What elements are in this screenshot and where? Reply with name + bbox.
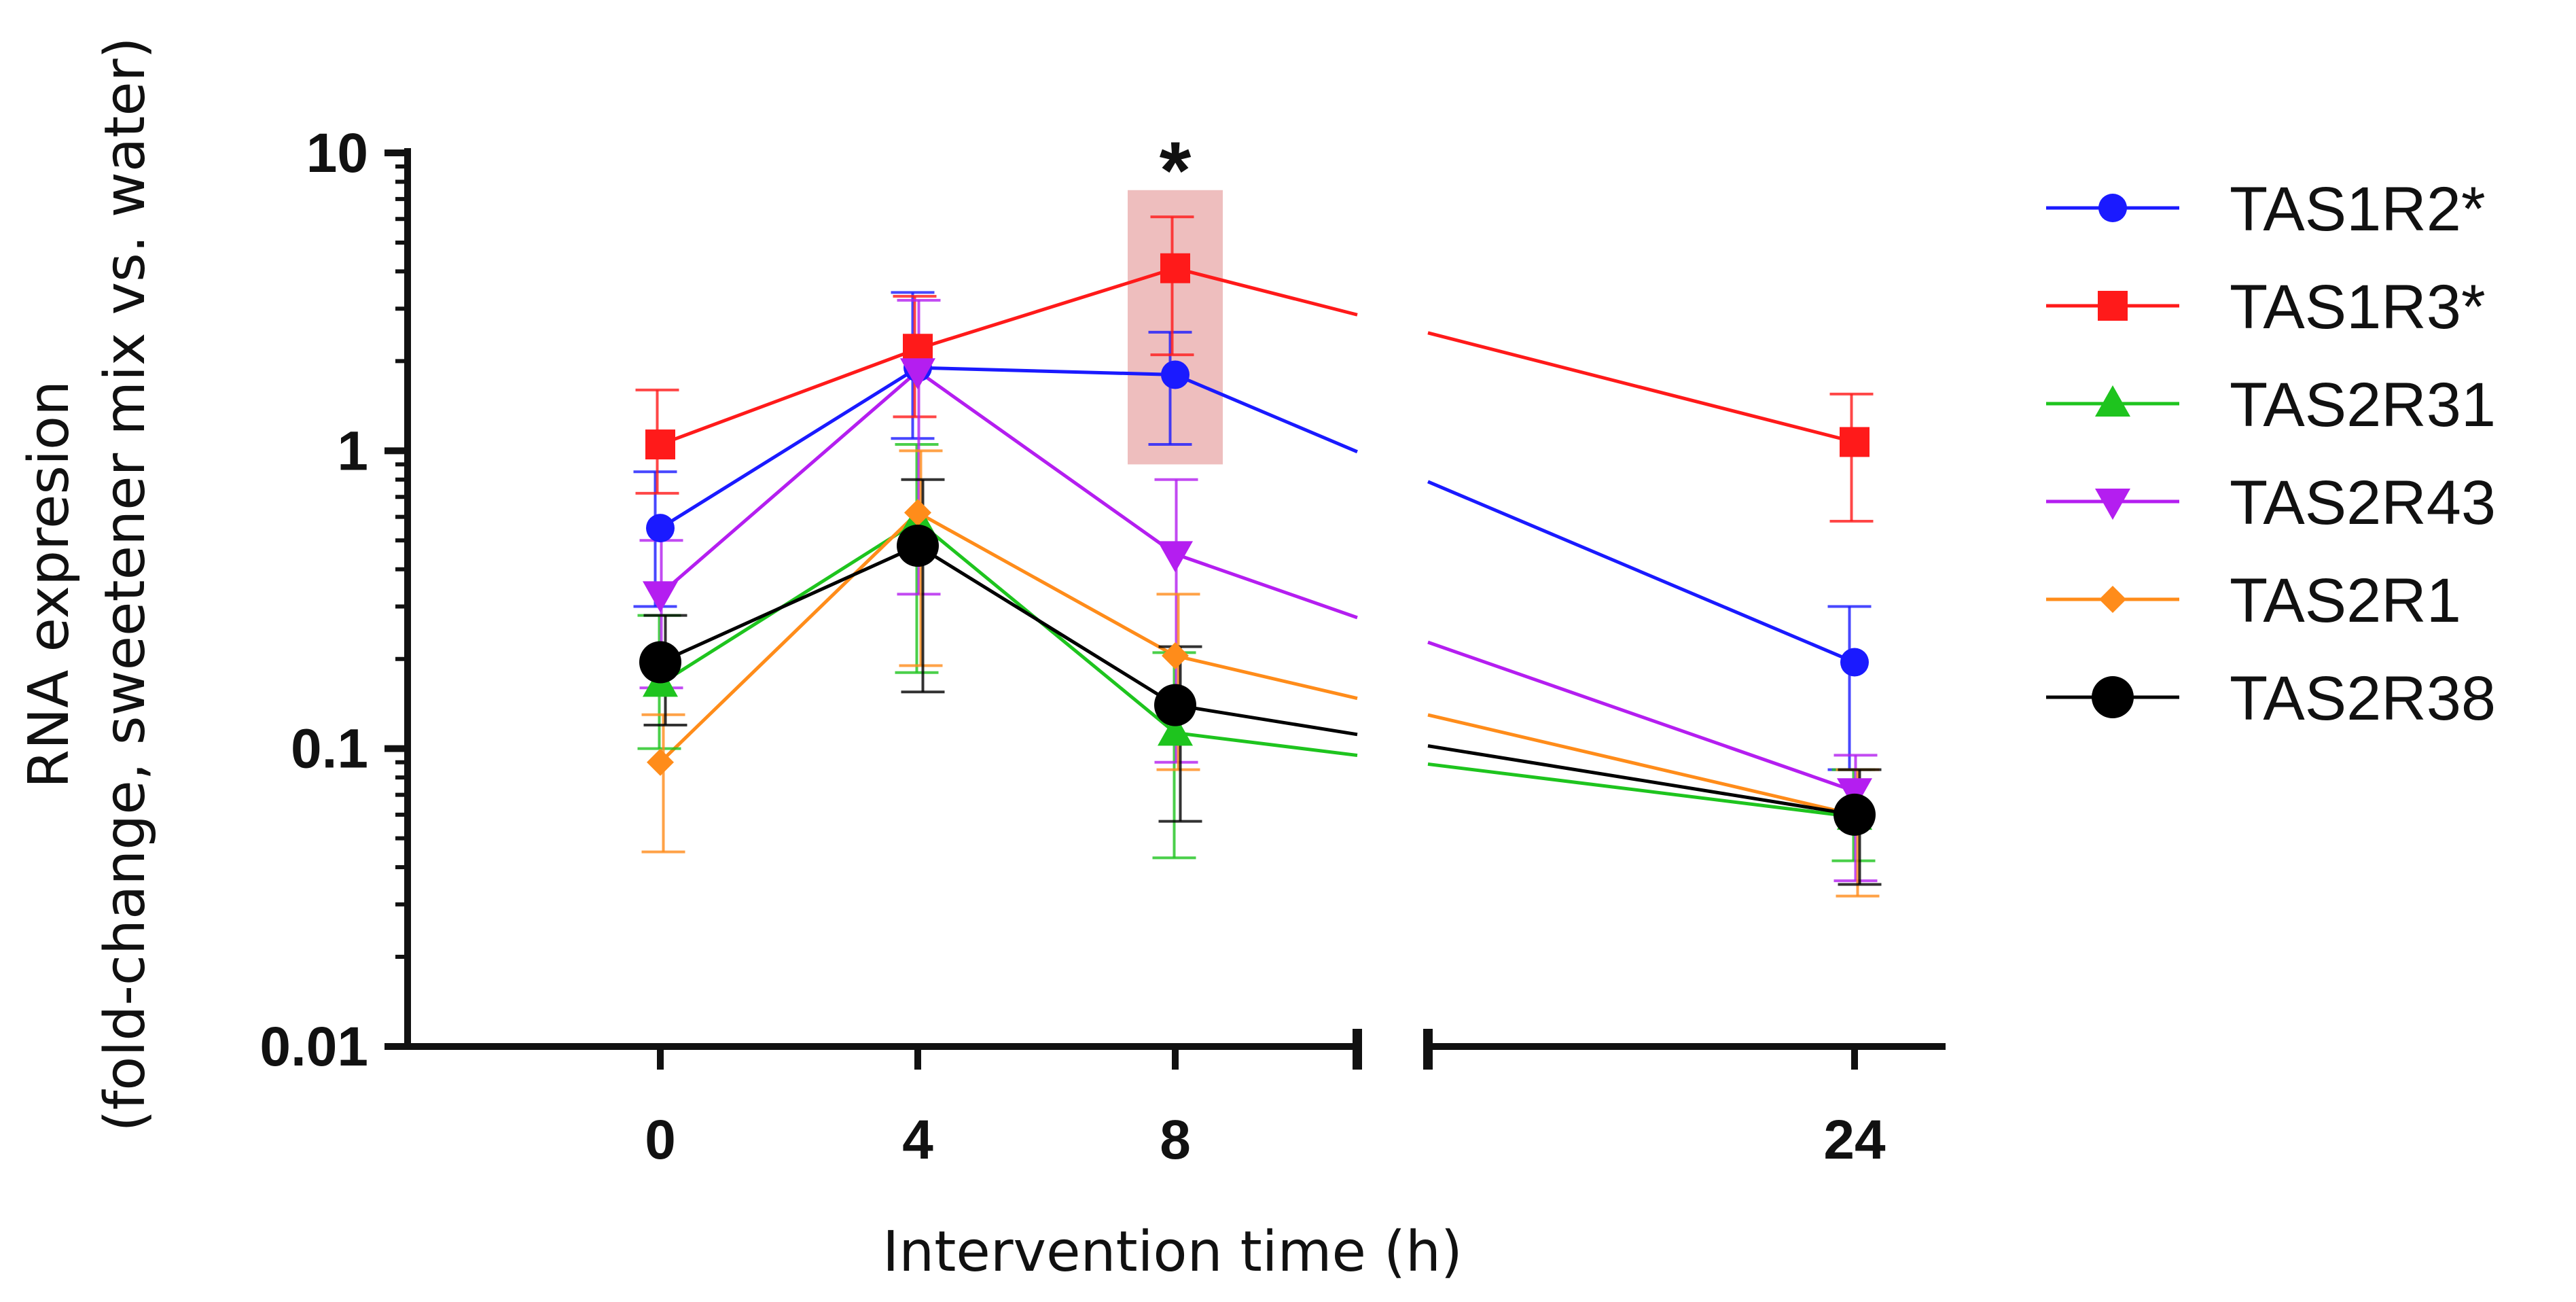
- legend-label-TAS2R31: TAS2R31: [2230, 370, 2496, 440]
- significance-asterisk: *: [1160, 125, 1192, 216]
- highlight-layer: [1128, 190, 1223, 465]
- data-point-TAS1R2*: [1840, 648, 1869, 677]
- significance-highlight: [1128, 190, 1223, 465]
- legend-label-TAS2R38: TAS2R38: [2230, 664, 2496, 733]
- data-point-TAS2R43: [643, 581, 678, 613]
- data-point-TAS1R3*: [1840, 427, 1870, 457]
- legend-marker-TAS2R43: [2095, 489, 2130, 520]
- x-tick-label: 0: [645, 1109, 676, 1171]
- y-axis-title: RNA expresion (fold-change, sweetener mi…: [17, 37, 158, 1131]
- y-tick-label: 1: [337, 420, 368, 482]
- data-point-TAS1R2*: [1161, 360, 1189, 389]
- legend-marker-TAS2R1: [2099, 586, 2126, 613]
- series-line-TAS1R2*: [659, 366, 1855, 664]
- data-point-TAS2R38: [1154, 684, 1196, 726]
- x-axis-title: Intervention time (h): [882, 1220, 1463, 1284]
- x-tick-label: 24: [1823, 1109, 1886, 1171]
- data-point-TAS2R43: [900, 358, 935, 390]
- legend-marker-TAS1R2*: [2098, 194, 2127, 222]
- y-axis-title-line1: RNA expresion: [17, 381, 82, 788]
- series-lines: [659, 266, 1855, 819]
- series-line-TAS2R38: [659, 544, 1855, 817]
- series-line-TAS2R43: [659, 369, 1855, 793]
- y-tick-label: 10: [306, 122, 368, 184]
- data-point-TAS1R3*: [1160, 253, 1190, 283]
- x-tick-label: 4: [902, 1109, 933, 1171]
- y-ticks: 0.01 0.1 1 10: [260, 122, 408, 1078]
- data-point-TAS1R3*: [645, 429, 675, 460]
- series-line-TAS1R3*: [660, 266, 1855, 446]
- y-tick-label: 0.1: [291, 718, 368, 780]
- error-bars: [633, 215, 1882, 898]
- legend-label-TAS2R43: TAS2R43: [2230, 468, 2496, 538]
- data-point-TAS1R2*: [646, 514, 675, 543]
- x-ticks: 0 4 8 24: [645, 1046, 1886, 1171]
- legend-label-TAS1R2*: TAS1R2*: [2230, 175, 2486, 244]
- legend-label-TAS2R1: TAS2R1: [2230, 566, 2461, 635]
- y-axis-title-line2: (fold-change, sweetener mix vs. water): [93, 37, 158, 1131]
- gridless-plot-area: [404, 148, 1946, 1070]
- annotations: *: [1160, 125, 1192, 216]
- y-tick-label: 0.01: [260, 1016, 368, 1078]
- data-point-TAS2R38: [1833, 793, 1876, 836]
- data-point-TAS2R38: [897, 525, 939, 567]
- data-point-TAS2R1: [904, 499, 931, 527]
- data-point-TAS2R31: [1158, 714, 1193, 746]
- series-markers: [639, 253, 1876, 836]
- data-point-TAS2R38: [639, 641, 681, 684]
- legend-marker-TAS2R38: [2092, 676, 2134, 718]
- series-line-TAS2R1: [659, 510, 1855, 817]
- data-point-TAS2R1: [1162, 642, 1189, 670]
- legend: TAS1R2* TAS1R3* TAS2R31 TAS2R43 TAS2R1 TAS2R3…: [2046, 175, 2496, 733]
- legend-marker-TAS1R3*: [2098, 291, 2128, 321]
- data-point-TAS2R43: [1158, 541, 1193, 573]
- legend-marker-TAS2R31: [2095, 385, 2130, 417]
- data-point-TAS2R1: [647, 748, 674, 776]
- x-tick-label: 8: [1160, 1109, 1191, 1171]
- legend-label-TAS1R3*: TAS1R3*: [2230, 272, 2486, 342]
